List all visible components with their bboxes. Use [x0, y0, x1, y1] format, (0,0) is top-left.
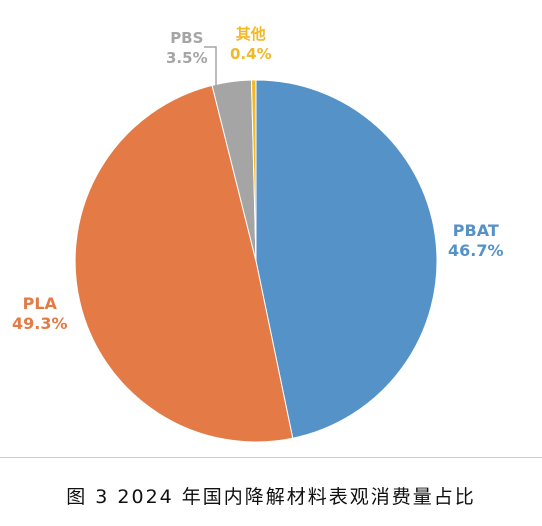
pie-slice-pla — [74, 84, 294, 443]
figure-caption: 图 3 2024 年国内降解材料表观消费量占比 — [66, 486, 476, 508]
label-pbs: PBS 3.5% — [166, 28, 208, 68]
label-pbat-value: 46.7% — [448, 241, 504, 260]
label-pbs-value: 3.5% — [166, 49, 208, 67]
chart-area: PBAT 46.7% PLA 49.3% PBS 3.5% 其他 0.4% — [12, 24, 504, 443]
label-pbat: PBAT 46.7% — [448, 221, 504, 261]
label-other-name: 其他 — [235, 25, 266, 43]
label-pbs-name: PBS — [170, 29, 204, 47]
label-pla-name: PLA — [22, 294, 57, 313]
label-pbat-name: PBAT — [452, 221, 499, 240]
label-other: 其他 0.4% — [230, 24, 272, 64]
label-pla-value: 49.3% — [12, 314, 68, 333]
label-other-value: 0.4% — [230, 45, 272, 63]
pie-chart — [74, 46, 438, 443]
caption-divider — [0, 457, 542, 458]
pbs-leader-line — [204, 46, 217, 88]
pie-slice-pbat — [255, 79, 438, 439]
pie-slice-other — [250, 79, 257, 262]
label-pla: PLA 49.3% — [12, 294, 68, 334]
